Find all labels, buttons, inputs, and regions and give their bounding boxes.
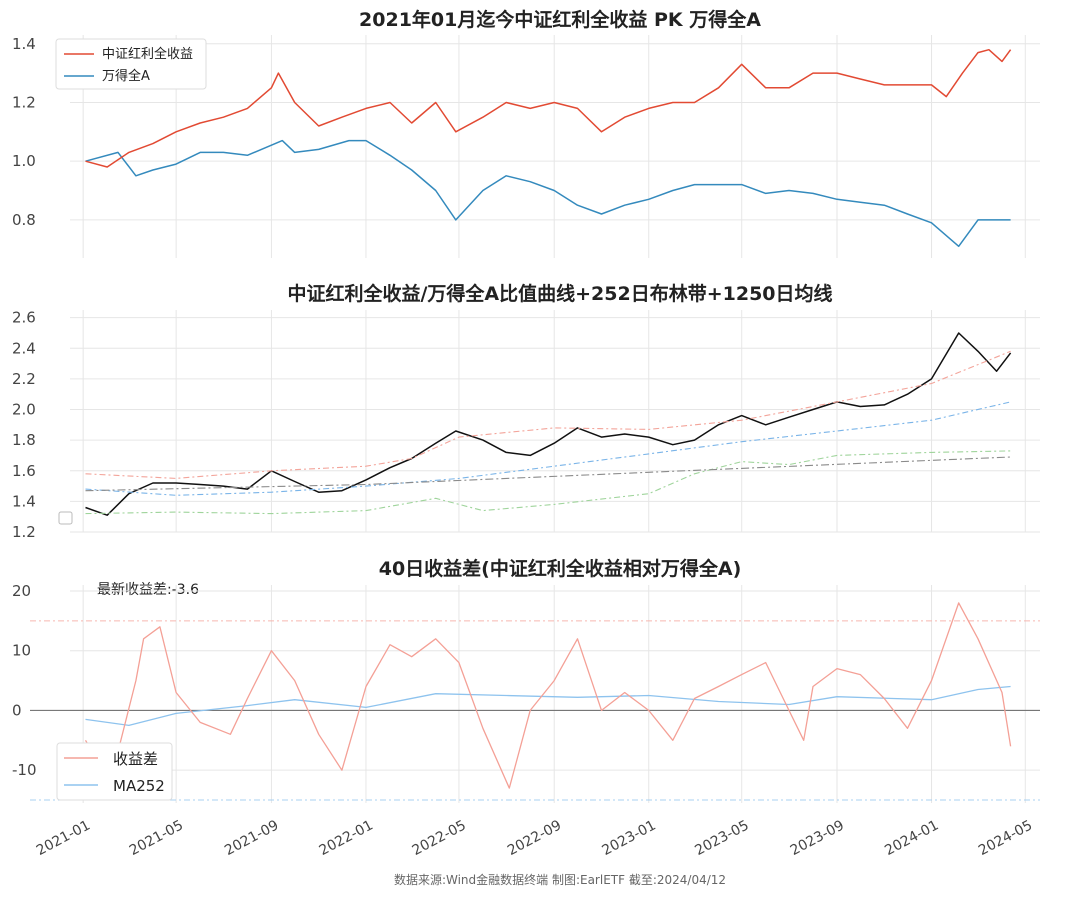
y-tick-label: 2.2	[12, 370, 36, 388]
x-tick-label: 2024-01	[882, 817, 941, 859]
y-tick-label: 1.4	[12, 492, 36, 510]
legend-label-return-diff: 收益差	[113, 750, 158, 768]
x-tick-label: 2024-05	[976, 817, 1035, 859]
panel-3-title: 40日收益差(中证红利全收益相对万得全A)	[379, 557, 742, 580]
panel-1-legend: 中证红利全收益 万得全A	[55, 38, 207, 90]
x-tick-label: 2021-01	[34, 817, 93, 859]
series-line-1	[85, 332, 1012, 516]
panel-3-series	[84, 602, 1012, 789]
x-tick-label: 2021-09	[222, 817, 281, 859]
panel-2: 中证红利全收益/万得全A比值曲线+252日布林带+1250日均线 1.21.41…	[12, 282, 1040, 541]
x-tick-label: 2022-09	[505, 817, 564, 859]
y-tick-label: 2.4	[12, 339, 36, 357]
y-tick-label: 1.2	[12, 523, 36, 541]
y-tick-label: 0	[12, 701, 22, 719]
panel-3-legend: 收益差 MA252	[56, 742, 173, 801]
y-tick-label: -10	[12, 761, 37, 779]
panel-2-grid	[70, 310, 1040, 533]
panel-1-y-axis: 0.8 1.0 1.2 1.4	[12, 35, 36, 229]
y-tick-label: 1.0	[12, 152, 36, 170]
panel-2-empty-legend	[58, 511, 73, 525]
x-tick-label: 2021-05	[127, 817, 186, 859]
x-tick-label: 2023-05	[692, 817, 751, 859]
legend-label-wind-a: 万得全A	[102, 68, 150, 84]
y-tick-label: 1.8	[12, 431, 36, 449]
series-line-2	[85, 685, 1011, 727]
footer-source: 数据来源:Wind金融数据终端 制图:EarlETF 截至:2024/04/12	[394, 872, 726, 887]
series-line-3	[85, 401, 1011, 496]
x-tick-label: 2022-01	[317, 817, 376, 859]
panel-2-y-axis: 1.2 1.4 1.6 1.8 2.0 2.2 2.4 2.6	[12, 309, 36, 541]
panel-1-title: 2021年01月迄今中证红利全收益 PK 万得全A	[359, 8, 761, 31]
series-line-4	[85, 450, 1011, 515]
latest-diff-annotation: 最新收益差:-3.6	[97, 582, 199, 598]
y-tick-label: 10	[12, 642, 31, 660]
panel-2-title: 中证红利全收益/万得全A比值曲线+252日布林带+1250日均线	[287, 282, 832, 305]
panel-1-grid	[70, 35, 1040, 258]
series-line-1	[85, 48, 1012, 168]
x-tick-label: 2023-01	[599, 817, 658, 859]
y-tick-label: 1.4	[12, 35, 36, 53]
panel-1-series	[85, 48, 1012, 248]
y-tick-label: 2.0	[12, 401, 36, 419]
panel-2-series	[85, 332, 1012, 516]
series-line-2	[85, 139, 1011, 248]
series-line-5	[85, 456, 1011, 492]
panel-3-reference-lines	[30, 620, 1040, 801]
legend-label-csi-dividend: 中证红利全收益	[102, 46, 193, 62]
panel-3-grid	[70, 585, 1040, 803]
y-tick-label: 20	[12, 582, 31, 600]
panel-1: 2021年01月迄今中证红利全收益 PK 万得全A 0.8 1.0 1.2 1.4 中…	[12, 8, 1040, 258]
y-tick-label: 0.8	[12, 211, 36, 229]
panel-3: 40日收益差(中证红利全收益相对万得全A) 最新收益差:-3.6 -10 0 10 2…	[12, 557, 1040, 803]
shared-x-axis: 2021-01 2021-05 2021-09 2022-01 2022-05 2022-…	[34, 817, 1035, 859]
x-tick-label: 2022-05	[410, 817, 469, 859]
y-tick-label: 1.2	[12, 93, 36, 111]
series-line-1	[84, 602, 1012, 789]
panel-3-y-axis: -10 0 10 20	[12, 582, 37, 779]
y-tick-label: 1.6	[12, 462, 36, 480]
y-tick-label: 2.6	[12, 309, 36, 327]
x-tick-label: 2023-09	[788, 817, 847, 859]
legend-label-ma252: MA252	[113, 777, 165, 795]
series-line-2	[85, 350, 1011, 479]
